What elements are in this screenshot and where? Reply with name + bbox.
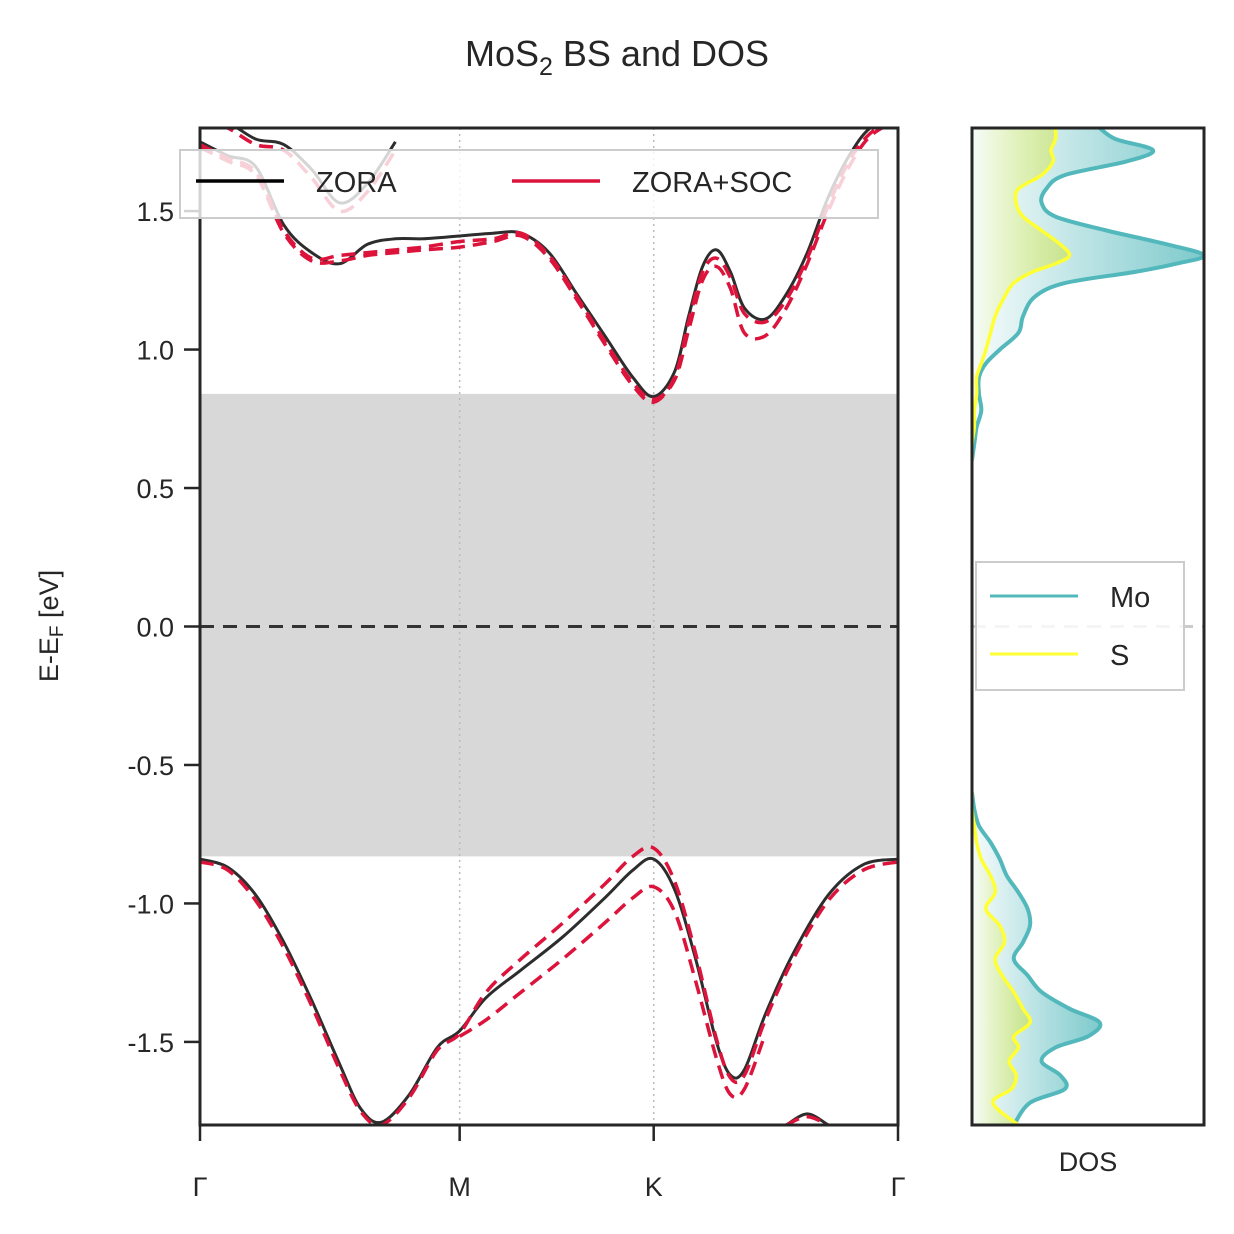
band-line-zora-soc (200, 845, 898, 1125)
dos-fill-s (972, 792, 1031, 1125)
band-line-zora-soc (200, 128, 881, 405)
dos-legend-box (975, 561, 1185, 691)
dos-line-mo (972, 128, 1204, 461)
x-tick-label: Γ (891, 1172, 906, 1202)
band-line-zora-soc (200, 128, 886, 402)
y-axis-ticks: 1.5 1.0 0.5 0.0 -0.5 -1.0 -1.5 (127, 197, 200, 1058)
band-legend: ZORA ZORA+SOC (179, 149, 879, 219)
band-line-zora (200, 856, 898, 1125)
x-tick-label: M (448, 1172, 471, 1202)
dos-fill-mo (972, 128, 1204, 461)
y-tick-label: -0.5 (127, 751, 174, 781)
y-tick-label: -1.0 (127, 889, 174, 919)
band-line-zora-soc (458, 884, 768, 1100)
dos-panel: DOS Mo S (970, 126, 1206, 1177)
chart-title: MoS2 BS and DOS (465, 33, 769, 81)
dos-legend: Mo S (975, 561, 1185, 691)
band-line-zora-soc (785, 1114, 829, 1125)
dos-frame (970, 126, 1206, 1127)
dos-line-s (972, 128, 1072, 461)
y-tick-label: 0.0 (136, 613, 174, 643)
dos-fill-s (972, 128, 1070, 461)
dos-areas (972, 128, 1204, 1125)
x-tick-label: K (645, 1172, 663, 1202)
legend-label-zora-soc: ZORA+SOC (632, 167, 792, 199)
y-tick-label: 1.5 (136, 197, 174, 227)
y-axis-label: E-EF [eV] (34, 570, 68, 682)
x-tick-label: Γ (193, 1172, 208, 1202)
dos-line-mo (972, 792, 1103, 1125)
dos-x-axis-label: DOS (1059, 1147, 1118, 1177)
band-legend-box (179, 149, 879, 219)
legend-label-mo: Mo (1110, 582, 1150, 614)
y-tick-label: 0.5 (136, 474, 174, 504)
dos-line-s (972, 792, 1032, 1125)
legend-label-s: S (1110, 640, 1129, 672)
y-tick-label: 1.0 (136, 336, 174, 366)
legend-label-zora: ZORA (316, 167, 397, 199)
band-line-zora (200, 128, 873, 399)
y-tick-label: -1.5 (127, 1028, 174, 1058)
